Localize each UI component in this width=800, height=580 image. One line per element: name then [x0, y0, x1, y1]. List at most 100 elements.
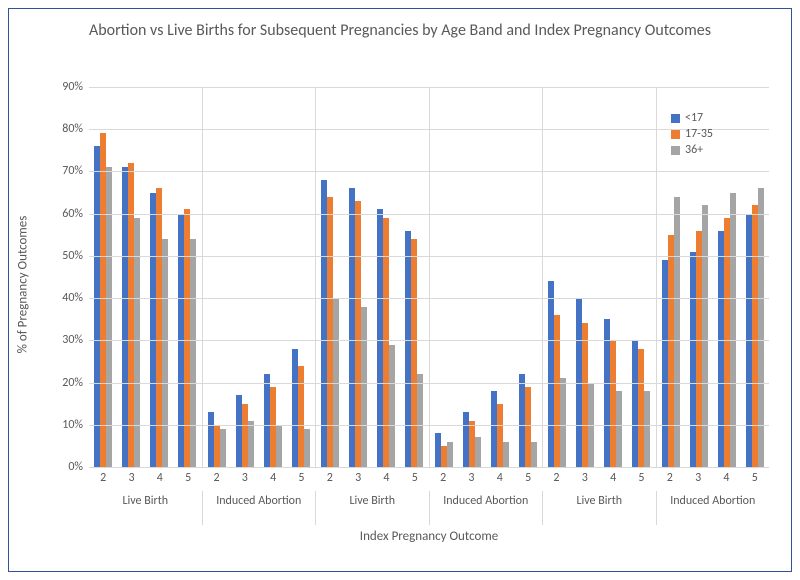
inner-group: [145, 87, 173, 467]
x-tick-label: 5: [174, 471, 202, 485]
y-tick-label: 90%: [62, 80, 83, 94]
legend-item: 17-35: [671, 127, 713, 141]
x-axis-line: [89, 467, 769, 468]
x-sub-label: Live Birth: [315, 491, 429, 525]
bar: [475, 437, 481, 467]
bar: [644, 391, 650, 467]
bar: [560, 378, 566, 467]
y-tick-label: 60%: [62, 207, 83, 221]
outer-group: [542, 87, 656, 467]
x-tick-label: 4: [259, 471, 287, 485]
x-sub-label: Live Birth: [542, 491, 656, 525]
x-tick-label: 2: [316, 471, 344, 485]
bar: [616, 391, 622, 467]
x-sub-label: Induced Abortion: [656, 491, 770, 525]
grid-line: [89, 171, 769, 172]
legend-swatch: [671, 114, 680, 123]
inner-group: [627, 87, 655, 467]
outer-group: [89, 87, 202, 467]
x-outer: 2345: [542, 471, 655, 485]
bar: [730, 193, 736, 467]
x-ticks: 234523452345234523452345: [89, 471, 769, 485]
x-tick-label: 4: [146, 471, 174, 485]
y-tick-label: 70%: [62, 164, 83, 178]
inner-group: [372, 87, 400, 467]
x-tick-label: 3: [571, 471, 599, 485]
y-tick-label: 10%: [62, 418, 83, 432]
bar: [276, 425, 282, 467]
inner-group: [173, 87, 201, 467]
legend-item: 36+: [671, 143, 713, 157]
x-tick-label: 3: [231, 471, 259, 485]
y-axis-label: % of Pregnancy Outcomes: [16, 216, 31, 354]
x-tick-label: 2: [202, 471, 230, 485]
y-tick-label: 80%: [62, 122, 83, 136]
x-outer: 2345: [656, 471, 769, 485]
inner-group: [287, 87, 315, 467]
inner-group: [543, 87, 571, 467]
x-tick-label: 3: [684, 471, 712, 485]
x-tick-label: 2: [429, 471, 457, 485]
x-sub-label: Induced Abortion: [202, 491, 316, 525]
y-tick-label: 30%: [62, 333, 83, 347]
bar: [702, 205, 708, 467]
plot-area: [89, 87, 769, 467]
inner-group: [458, 87, 486, 467]
inner-group: [316, 87, 344, 467]
bars-area: [89, 87, 769, 467]
bar: [162, 239, 168, 467]
outer-group: [202, 87, 316, 467]
y-tick-label: 20%: [62, 376, 83, 390]
x-tick-label: 5: [514, 471, 542, 485]
x-tick-label: 5: [741, 471, 769, 485]
x-main-label: Index Pregnancy Outcome: [89, 529, 769, 544]
x-tick-label: 3: [117, 471, 145, 485]
bar: [361, 307, 367, 467]
bar: [220, 429, 226, 467]
bar: [531, 442, 537, 467]
x-tick-label: 5: [287, 471, 315, 485]
bar: [304, 429, 310, 467]
y-tick-label: 40%: [62, 291, 83, 305]
x-sub-labels: Live BirthInduced AbortionLive BirthIndu…: [89, 491, 769, 525]
x-tick-label: 4: [486, 471, 514, 485]
chart-container: Abortion vs Live Births for Subsequent P…: [8, 8, 792, 572]
grid-line: [89, 214, 769, 215]
legend-swatch: [671, 146, 680, 155]
outer-group: [315, 87, 429, 467]
legend: <17 17-35 36+: [671, 111, 713, 159]
legend-item: <17: [671, 111, 713, 125]
inner-group: [400, 87, 428, 467]
legend-swatch: [671, 130, 680, 139]
bar: [106, 167, 112, 467]
x-tick-label: 2: [542, 471, 570, 485]
x-tick-label: 4: [372, 471, 400, 485]
inner-group: [741, 87, 769, 467]
x-sub-label: Induced Abortion: [429, 491, 543, 525]
legend-label: 36+: [685, 143, 703, 157]
legend-label: 17-35: [685, 127, 713, 141]
inner-group: [89, 87, 117, 467]
x-tick-label: 2: [89, 471, 117, 485]
bar: [389, 345, 395, 467]
grid-line: [89, 383, 769, 384]
y-tick-label: 0%: [68, 460, 83, 474]
x-tick-label: 4: [599, 471, 627, 485]
y-axis: 0%10%20%30%40%50%60%70%80%90%: [49, 87, 89, 467]
inner-group: [344, 87, 372, 467]
x-tick-label: 5: [401, 471, 429, 485]
x-outer: 2345: [202, 471, 315, 485]
bar: [447, 442, 453, 467]
x-tick-label: 4: [712, 471, 740, 485]
bar: [190, 239, 196, 467]
inner-group: [231, 87, 259, 467]
x-tick-label: 3: [344, 471, 372, 485]
x-tick-label: 2: [656, 471, 684, 485]
inner-group: [430, 87, 458, 467]
grid-line: [89, 87, 769, 88]
inner-group: [514, 87, 542, 467]
legend-label: <17: [685, 111, 703, 125]
x-tick-label: 3: [457, 471, 485, 485]
grid-line: [89, 256, 769, 257]
grid-line: [89, 129, 769, 130]
